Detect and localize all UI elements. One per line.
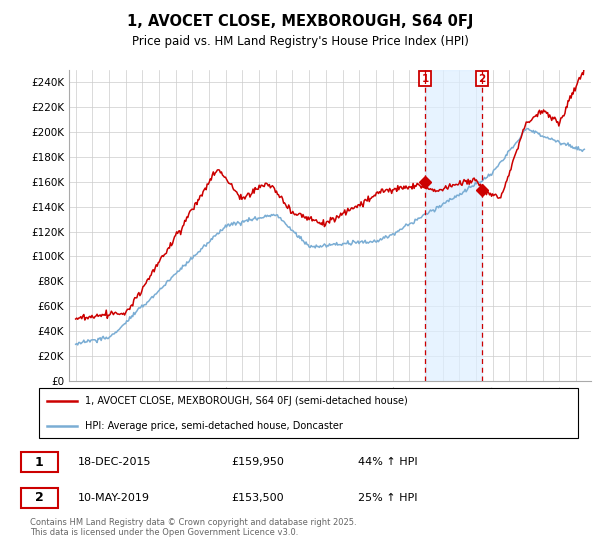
- Bar: [425, 70, 482, 381]
- Text: 1: 1: [422, 74, 429, 83]
- Text: £153,500: £153,500: [231, 493, 284, 503]
- Text: HPI: Average price, semi-detached house, Doncaster: HPI: Average price, semi-detached house,…: [85, 421, 343, 431]
- Text: 2: 2: [478, 74, 485, 83]
- Text: 1, AVOCET CLOSE, MEXBOROUGH, S64 0FJ: 1, AVOCET CLOSE, MEXBOROUGH, S64 0FJ: [127, 14, 473, 29]
- Text: 25% ↑ HPI: 25% ↑ HPI: [358, 493, 417, 503]
- Text: 2: 2: [35, 491, 44, 504]
- Text: 18-DEC-2015: 18-DEC-2015: [78, 457, 152, 467]
- Text: £159,950: £159,950: [231, 457, 284, 467]
- Text: 44% ↑ HPI: 44% ↑ HPI: [358, 457, 417, 467]
- FancyBboxPatch shape: [20, 452, 58, 472]
- FancyBboxPatch shape: [20, 488, 58, 508]
- Text: 10-MAY-2019: 10-MAY-2019: [78, 493, 150, 503]
- Text: Contains HM Land Registry data © Crown copyright and database right 2025.
This d: Contains HM Land Registry data © Crown c…: [30, 518, 356, 538]
- FancyBboxPatch shape: [39, 388, 578, 438]
- Text: 1: 1: [35, 455, 44, 469]
- Text: 1, AVOCET CLOSE, MEXBOROUGH, S64 0FJ (semi-detached house): 1, AVOCET CLOSE, MEXBOROUGH, S64 0FJ (se…: [85, 396, 408, 407]
- Text: Price paid vs. HM Land Registry's House Price Index (HPI): Price paid vs. HM Land Registry's House …: [131, 35, 469, 48]
